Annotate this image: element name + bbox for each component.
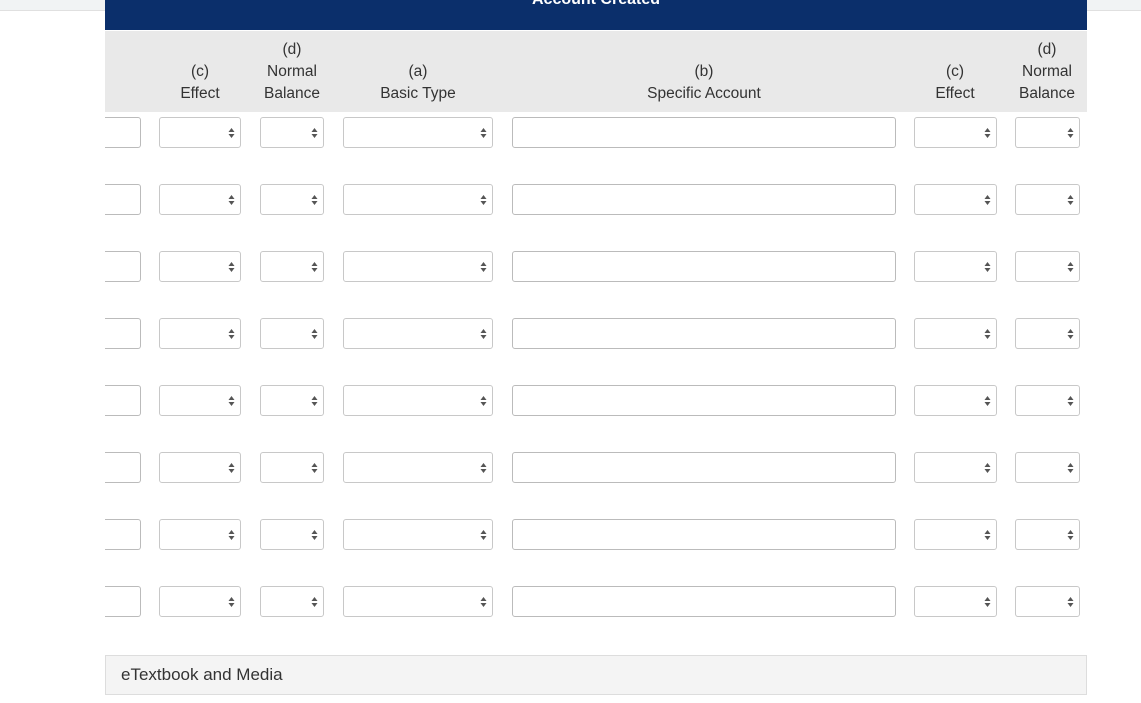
text-input[interactable] (512, 519, 896, 550)
text-input[interactable] (512, 184, 896, 215)
dropdown[interactable] (1015, 519, 1080, 550)
text-input[interactable] (512, 251, 896, 282)
dropdown[interactable] (260, 519, 324, 550)
column-letter: (c) (190, 63, 210, 80)
dropdown[interactable] (159, 184, 241, 215)
column-letter: (d) (1037, 41, 1057, 58)
dropdown[interactable] (914, 385, 997, 416)
dropdown[interactable] (343, 385, 493, 416)
dropdown[interactable] (159, 452, 241, 483)
dropdown[interactable] (914, 117, 997, 148)
dropdown[interactable] (914, 184, 997, 215)
column-letter: (b) (694, 63, 714, 80)
dropdown[interactable] (260, 385, 324, 416)
text-input[interactable] (105, 586, 141, 617)
etextbook-link[interactable]: eTextbook and Media (105, 655, 1087, 695)
dropdown[interactable] (1015, 586, 1080, 617)
dropdown[interactable] (343, 519, 493, 550)
section-header: Account Created (105, 0, 1087, 30)
text-input[interactable] (512, 117, 896, 148)
dropdown[interactable] (1015, 251, 1080, 282)
dropdown[interactable] (260, 251, 324, 282)
column-header: (c) Effect (120, 61, 280, 105)
text-input[interactable] (105, 519, 141, 550)
text-input[interactable] (105, 318, 141, 349)
dropdown[interactable] (343, 117, 493, 148)
column-label: Effect (180, 85, 220, 102)
column-label: Normal Balance (263, 63, 320, 102)
text-input[interactable] (512, 586, 896, 617)
dropdown[interactable] (914, 318, 997, 349)
column-header-row (105, 31, 1087, 112)
dropdown[interactable] (914, 452, 997, 483)
dropdown[interactable] (914, 251, 997, 282)
dropdown[interactable] (260, 452, 324, 483)
dropdown[interactable] (343, 184, 493, 215)
dropdown[interactable] (1015, 452, 1080, 483)
dropdown[interactable] (159, 519, 241, 550)
text-input[interactable] (512, 385, 896, 416)
column-letter: (d) (282, 41, 302, 58)
dropdown[interactable] (343, 251, 493, 282)
column-header: (c) Effect (875, 61, 1035, 105)
text-input[interactable] (512, 318, 896, 349)
dropdown[interactable] (343, 318, 493, 349)
dropdown[interactable] (159, 251, 241, 282)
text-input[interactable] (105, 251, 141, 282)
dropdown[interactable] (1015, 117, 1080, 148)
dropdown[interactable] (260, 318, 324, 349)
dropdown[interactable] (914, 519, 997, 550)
text-input[interactable] (105, 452, 141, 483)
column-header: (d) Normal Balance (257, 39, 327, 105)
dropdown[interactable] (260, 117, 324, 148)
column-label: Effect (935, 85, 975, 102)
text-input[interactable] (512, 452, 896, 483)
dropdown[interactable] (159, 117, 241, 148)
dropdown[interactable] (260, 184, 324, 215)
column-label: Specific Account (647, 85, 761, 102)
dropdown[interactable] (914, 586, 997, 617)
dropdown[interactable] (260, 586, 324, 617)
text-input[interactable] (105, 117, 141, 148)
dropdown[interactable] (159, 385, 241, 416)
column-letter: (a) (408, 63, 428, 80)
text-input[interactable] (105, 385, 141, 416)
dropdown[interactable] (343, 452, 493, 483)
dropdown[interactable] (1015, 184, 1080, 215)
dropdown[interactable] (159, 586, 241, 617)
column-header: (d) Normal Balance (1012, 39, 1082, 105)
section-title: Account Created (105, 0, 1087, 10)
dropdown[interactable] (1015, 385, 1080, 416)
column-label: Normal Balance (1018, 63, 1075, 102)
dropdown[interactable] (1015, 318, 1080, 349)
text-input[interactable] (105, 184, 141, 215)
column-label: Basic Type (380, 85, 456, 102)
column-header: (a) Basic Type (338, 61, 498, 105)
dropdown[interactable] (343, 586, 493, 617)
column-header: (b) Specific Account (624, 61, 784, 105)
column-letter: (c) (945, 63, 965, 80)
dropdown[interactable] (159, 318, 241, 349)
